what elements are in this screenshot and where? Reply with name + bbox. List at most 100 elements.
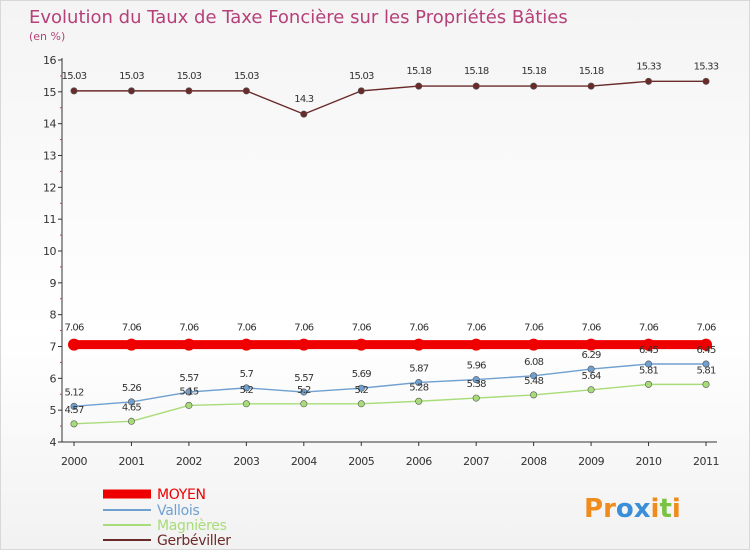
data-point-magnires [358, 401, 364, 407]
data-point-gerbviller [530, 83, 536, 89]
legend-label-gerbviller: Gerbéviller [157, 533, 231, 549]
data-label-magnires: 5.81 [639, 365, 659, 376]
data-labels-layer: 4.57 4.65 5.15 5.2 5.2 5.2 5.28 5.38 5.48 5.64 5.8… [62, 61, 719, 416]
data-label-gerbviller: 15.18 [406, 66, 431, 77]
data-label-magnires: 5.2 [240, 385, 254, 396]
x-tick-label: 2004 [291, 455, 317, 468]
data-point-moyen [183, 339, 195, 351]
data-point-gerbviller [186, 88, 192, 94]
data-label-vallois: 6.29 [582, 350, 602, 361]
data-point-gerbviller [645, 78, 651, 84]
data-point-magnires [128, 418, 134, 424]
logo-letter: i [651, 494, 660, 524]
x-tick-label: 2007 [463, 455, 489, 468]
data-point-gerbviller [243, 88, 249, 94]
legend-label-vallois: Vallois [157, 503, 200, 519]
y-tick-label: 14 [43, 118, 56, 131]
data-label-vallois: 5.96 [467, 361, 487, 372]
series-line-vallois [74, 364, 706, 406]
y-tick-label: 12 [43, 181, 56, 194]
proxiti-logo: Proxiti [584, 494, 681, 524]
data-label-vallois: 5.26 [122, 383, 142, 394]
y-tick-label: 16 [43, 54, 56, 67]
data-label-moyen: 7.06 [409, 323, 429, 334]
logo-letter: i [672, 494, 681, 524]
legend-label-moyen: MOYEN [157, 487, 206, 503]
data-label-magnires: 5.2 [355, 385, 369, 396]
logo-letter: t [659, 494, 671, 524]
data-label-gerbviller: 15.33 [636, 61, 661, 72]
data-point-moyen [585, 339, 597, 351]
y-tick-label: 4 [50, 436, 57, 449]
data-label-magnires: 5.64 [582, 371, 602, 382]
data-label-moyen: 7.06 [294, 323, 314, 334]
data-label-magnires: 5.15 [179, 386, 199, 397]
data-label-gerbviller: 15.18 [521, 66, 546, 77]
data-label-magnires: 5.81 [696, 365, 716, 376]
data-label-magnires: 5.28 [409, 382, 429, 393]
chart-title: Evolution du Taux de Taxe Foncière sur l… [29, 7, 568, 28]
x-tick-label: 2005 [348, 455, 374, 468]
data-label-moyen: 7.06 [524, 323, 544, 334]
data-point-moyen [470, 339, 482, 351]
data-point-gerbviller [416, 83, 422, 89]
data-label-gerbviller: 15.03 [177, 71, 202, 82]
data-label-moyen: 7.06 [237, 323, 257, 334]
legend-label-magnires: Magnières [157, 518, 227, 534]
logo-letter: P [584, 494, 603, 524]
data-label-vallois: 6.45 [696, 345, 716, 356]
logo-letter: x [634, 494, 651, 524]
x-tick-label: 2002 [176, 455, 202, 468]
data-label-vallois: 5.12 [64, 387, 84, 398]
data-point-gerbviller [301, 111, 307, 117]
chart-canvas: Evolution du Taux de Taxe Foncière sur l… [1, 1, 750, 551]
x-tick-label: 2011 [693, 455, 719, 468]
data-point-magnires [473, 395, 479, 401]
x-tick-label: 2006 [406, 455, 432, 468]
logo-letter: r [603, 494, 616, 524]
data-label-moyen: 7.06 [64, 323, 84, 334]
data-label-gerbviller: 15.03 [62, 71, 87, 82]
data-label-magnires: 4.65 [122, 402, 142, 413]
data-point-moyen [125, 339, 137, 351]
y-tick-label: 7 [50, 341, 57, 354]
data-label-vallois: 5.69 [352, 369, 372, 380]
data-point-gerbviller [588, 83, 594, 89]
logo-letter: o [616, 494, 634, 524]
data-label-magnires: 5.48 [524, 376, 544, 387]
data-point-moyen [355, 339, 367, 351]
data-label-vallois: 6.45 [639, 345, 659, 356]
chart-frame: Evolution du Taux de Taxe Foncière sur l… [0, 0, 750, 550]
x-tick-label: 2001 [118, 455, 144, 468]
x-tick-label: 2003 [233, 455, 259, 468]
x-tick-label: 2008 [521, 455, 547, 468]
y-tick-label: 15 [43, 86, 56, 99]
data-label-gerbviller: 15.33 [694, 61, 719, 72]
series-line-gerbviller [74, 81, 706, 114]
data-point-moyen [413, 339, 425, 351]
data-point-moyen [528, 339, 540, 351]
data-point-magnires [243, 401, 249, 407]
data-label-moyen: 7.06 [122, 323, 142, 334]
series-magnires [71, 381, 709, 427]
x-tick-label: 2009 [578, 455, 604, 468]
data-point-moyen [68, 339, 80, 351]
x-tick-label: 2010 [636, 455, 662, 468]
data-label-vallois: 5.57 [179, 373, 199, 384]
y-tick-label: 11 [43, 213, 56, 226]
data-label-gerbviller: 15.03 [349, 71, 374, 82]
data-point-gerbviller [128, 88, 134, 94]
data-point-magnires [301, 401, 307, 407]
data-label-gerbviller: 15.18 [579, 66, 604, 77]
data-label-moyen: 7.06 [639, 323, 659, 334]
y-tick-label: 13 [43, 150, 56, 163]
data-point-gerbviller [71, 88, 77, 94]
data-point-magnires [186, 402, 192, 408]
data-label-vallois: 5.7 [240, 369, 254, 380]
data-point-gerbviller [703, 78, 709, 84]
data-label-moyen: 7.06 [179, 323, 199, 334]
data-label-vallois: 5.57 [294, 373, 314, 384]
data-label-moyen: 7.06 [467, 323, 487, 334]
data-label-gerbviller: 15.18 [464, 66, 489, 77]
